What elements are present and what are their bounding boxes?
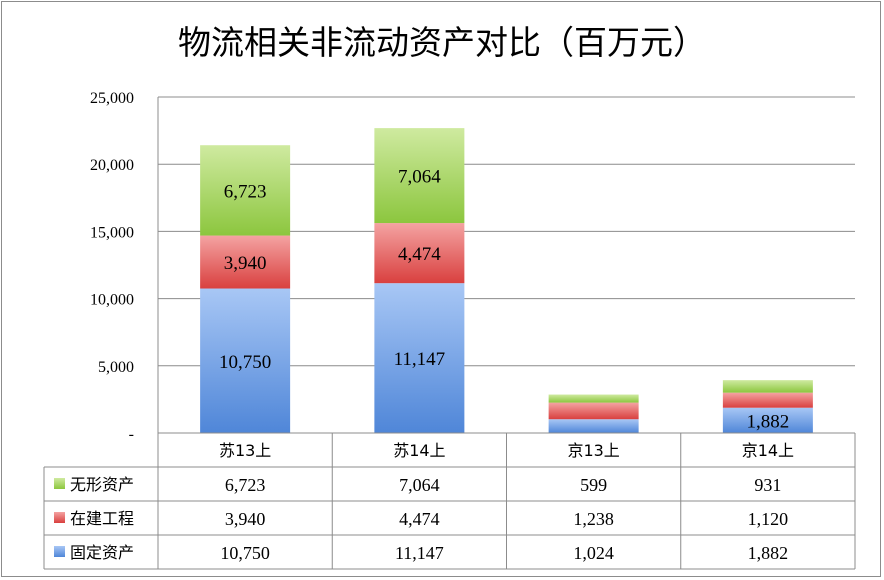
table-cell: 10,750 [220, 543, 270, 563]
chart-title: 物流相关非流动资产对比（百万元） [178, 23, 706, 62]
x-category-label: 京13上 [567, 441, 619, 460]
bar [548, 394, 639, 403]
bar [200, 288, 291, 433]
y-tick-label: 10,000 [90, 292, 134, 309]
table-cell: 3,940 [225, 509, 266, 529]
data-label: 6,723 [224, 181, 267, 202]
legend-swatch [54, 512, 65, 523]
data-label: 10,750 [219, 352, 271, 373]
table-cell: 4,474 [399, 509, 440, 529]
x-category-label: 苏14上 [393, 441, 445, 460]
table-cell: 1,238 [573, 509, 614, 529]
table-cell: 1,024 [573, 543, 614, 563]
legend-label: 无形资产 [70, 475, 134, 494]
bar [548, 419, 639, 433]
data-label: 3,940 [224, 253, 267, 274]
legend-swatch [54, 478, 65, 489]
table-cell: 6,723 [225, 475, 266, 495]
legend-swatch [54, 546, 65, 557]
bar [722, 407, 813, 433]
data-label: 1,882 [747, 411, 790, 432]
y-tick-label: 20,000 [90, 157, 134, 174]
bar [722, 392, 813, 408]
table-cell: 7,064 [399, 475, 440, 495]
data-label: 7,064 [398, 167, 441, 188]
legend-label: 固定资产 [70, 543, 134, 562]
bar [200, 145, 291, 236]
bar [722, 380, 813, 393]
table-cell: 1,882 [748, 543, 789, 563]
bar [374, 223, 465, 284]
y-tick-label: - [129, 426, 134, 443]
bar [374, 283, 465, 433]
x-category-label: 苏13上 [219, 441, 271, 460]
bar [548, 402, 639, 420]
table-cell: 11,147 [395, 543, 444, 563]
y-tick-label: 25,000 [90, 90, 134, 107]
table-cell: 1,120 [748, 509, 789, 529]
x-category-label: 京14上 [742, 441, 794, 460]
bar [374, 128, 465, 224]
bar [200, 235, 291, 289]
data-label: 11,147 [394, 349, 446, 370]
legend-label: 在建工程 [70, 509, 134, 528]
data-label: 4,474 [398, 244, 441, 265]
y-tick-label: 15,000 [90, 224, 134, 241]
y-tick-label: 5,000 [98, 359, 134, 376]
table-cell: 931 [754, 475, 781, 495]
table-cell: 599 [580, 475, 607, 495]
